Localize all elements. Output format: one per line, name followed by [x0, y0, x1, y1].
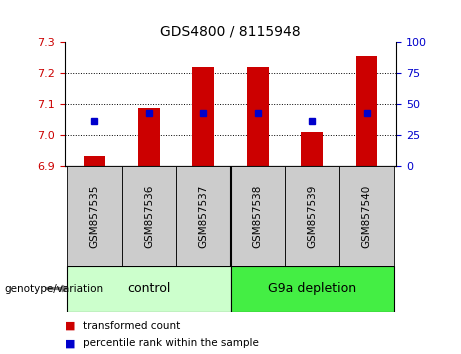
Text: GSM857537: GSM857537: [198, 184, 208, 248]
Text: G9a depletion: G9a depletion: [268, 282, 356, 295]
Text: GSM857538: GSM857538: [253, 184, 263, 248]
Bar: [122, 166, 176, 266]
Bar: [192, 67, 214, 166]
Text: ■: ■: [65, 338, 75, 348]
Bar: [355, 56, 378, 166]
Text: percentile rank within the sample: percentile rank within the sample: [83, 338, 259, 348]
Bar: [301, 132, 323, 166]
Text: GSM857535: GSM857535: [89, 184, 100, 248]
Bar: [339, 166, 394, 266]
Bar: [285, 166, 339, 266]
Bar: [67, 166, 122, 266]
Bar: [138, 108, 160, 166]
Bar: [83, 155, 106, 166]
Text: transformed count: transformed count: [83, 321, 180, 331]
Text: GSM857536: GSM857536: [144, 184, 154, 248]
Bar: [230, 266, 394, 312]
Text: ■: ■: [65, 321, 75, 331]
Bar: [176, 166, 230, 266]
Title: GDS4800 / 8115948: GDS4800 / 8115948: [160, 24, 301, 39]
Text: control: control: [127, 282, 171, 295]
Text: genotype/variation: genotype/variation: [5, 284, 104, 293]
Text: GSM857539: GSM857539: [307, 184, 317, 248]
Text: GSM857540: GSM857540: [361, 184, 372, 247]
Bar: [247, 67, 269, 166]
Bar: [67, 266, 230, 312]
Bar: [230, 166, 285, 266]
